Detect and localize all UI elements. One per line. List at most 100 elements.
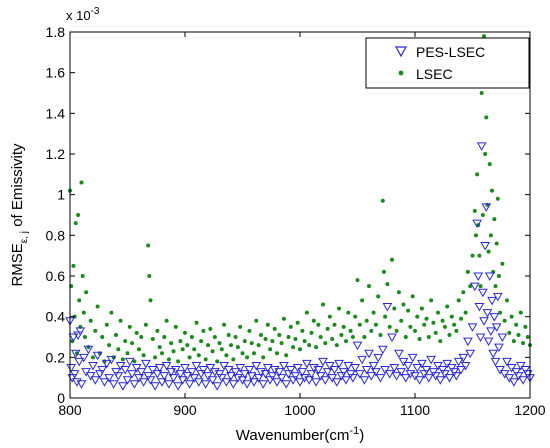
- x-tick-label: 900: [173, 402, 197, 418]
- pes-lsec-point: [403, 361, 413, 371]
- lsec-point: [125, 351, 130, 356]
- pes-lsec-point: [239, 370, 250, 379]
- lsec-point: [385, 282, 390, 287]
- lsec-point: [295, 320, 300, 325]
- pes-lsec-point: [203, 372, 213, 381]
- pes-lsec-point: [449, 368, 459, 377]
- lsec-point: [406, 308, 411, 313]
- pes-lsec-point: [104, 374, 114, 383]
- lsec-point: [483, 152, 488, 156]
- lsec-point: [104, 322, 109, 327]
- pes-lsec-point: [242, 380, 252, 389]
- pes-lsec-point: [74, 357, 85, 367]
- pes-lsec-point: [237, 376, 248, 385]
- pes-lsec-point: [511, 368, 522, 377]
- pes-lsec-point: [131, 364, 142, 373]
- pes-lsec-point: [70, 349, 81, 359]
- lsec-point: [263, 337, 268, 342]
- lsec-point: [449, 314, 454, 319]
- lsec-point: [465, 269, 470, 274]
- legend-label-pes-lsec: PES-LSEC: [416, 44, 485, 60]
- pes-lsec-point: [262, 364, 273, 373]
- lsec-point: [238, 324, 243, 329]
- lsec-point: [502, 318, 507, 323]
- pes-lsec-point: [490, 357, 501, 367]
- lsec-point: [417, 337, 422, 342]
- pes-lsec-point: [134, 374, 144, 383]
- pes-lsec-point: [253, 374, 264, 383]
- lsec-point: [284, 353, 289, 358]
- lsec-point: [208, 326, 213, 331]
- y-tick-label: 0.8: [46, 227, 66, 243]
- y-tick-label: 0.6: [46, 268, 66, 284]
- pes-lsec-point: [143, 372, 154, 381]
- pes-lsec-point: [487, 296, 497, 306]
- pes-lsec-point: [373, 353, 384, 363]
- lsec-point: [479, 91, 484, 95]
- lsec-point: [509, 314, 514, 319]
- x-axis-label: Wavenumber(cm-1): [236, 425, 364, 444]
- lsec-point: [339, 332, 344, 337]
- lsec-point: [82, 335, 87, 339]
- legend-box: [365, 37, 530, 89]
- pes-lsec-point: [398, 357, 409, 367]
- lsec-point: [291, 345, 296, 350]
- pes-lsec-point: [460, 361, 471, 371]
- pes-lsec-point: [173, 382, 183, 391]
- pes-lsec-point: [285, 366, 296, 375]
- pes-lsec-point: [113, 372, 124, 381]
- pes-lsec-point: [518, 376, 528, 385]
- pes-lsec-point: [334, 359, 344, 369]
- pes-lsec-point: [354, 370, 365, 379]
- pes-lsec-point: [175, 370, 186, 379]
- pes-lsec-point: [341, 376, 351, 385]
- pes-lsec-point: [295, 378, 305, 387]
- pes-lsec-point: [297, 368, 308, 377]
- pes-lsec-point: [419, 370, 430, 379]
- pes-lsec-point: [120, 366, 131, 375]
- pes-lsec-point: [504, 374, 515, 383]
- pes-lsec-point: [345, 370, 356, 379]
- pes-lsec-point: [292, 364, 303, 373]
- lsec-point: [212, 335, 217, 339]
- lsec-point: [396, 290, 401, 295]
- lsec-point: [316, 322, 321, 327]
- lsec-point: [146, 243, 151, 248]
- pes-lsec-point: [108, 380, 119, 389]
- lsec-point: [482, 34, 486, 39]
- pes-lsec-point: [177, 376, 188, 385]
- lsec-point: [107, 343, 112, 348]
- lsec-point: [488, 233, 493, 238]
- lsec-point: [298, 347, 302, 352]
- pes-lsec-point: [68, 333, 79, 343]
- lsec-point: [139, 335, 144, 339]
- pes-lsec-point: [122, 376, 133, 385]
- pes-lsec-point: [456, 366, 466, 375]
- lsec-point: [353, 314, 358, 319]
- lsec-point: [130, 341, 135, 346]
- pes-lsec-point: [368, 361, 379, 371]
- lsec-point: [341, 324, 346, 329]
- lsec-point: [431, 320, 436, 325]
- lsec-point: [419, 306, 424, 311]
- pes-lsec-point: [230, 368, 241, 377]
- y-tick-label: 0: [57, 390, 65, 406]
- x-tick-label: 1000: [284, 402, 315, 418]
- pes-lsec-point: [350, 364, 361, 373]
- lsec-point: [302, 339, 307, 344]
- lsec-point: [337, 306, 342, 311]
- lsec-point: [477, 253, 482, 258]
- pes-lsec-point: [366, 372, 377, 381]
- lsec-point: [256, 343, 261, 348]
- lsec-point: [203, 357, 208, 362]
- pes-lsec-point: [150, 382, 160, 391]
- lsec-point: [293, 337, 298, 342]
- lsec-point: [206, 343, 210, 348]
- pes-lsec-point: [481, 203, 492, 212]
- lsec-point: [387, 324, 392, 329]
- pes-lsec-point: [357, 355, 367, 365]
- x-tick-label: 800: [58, 402, 82, 418]
- lsec-point: [166, 357, 171, 362]
